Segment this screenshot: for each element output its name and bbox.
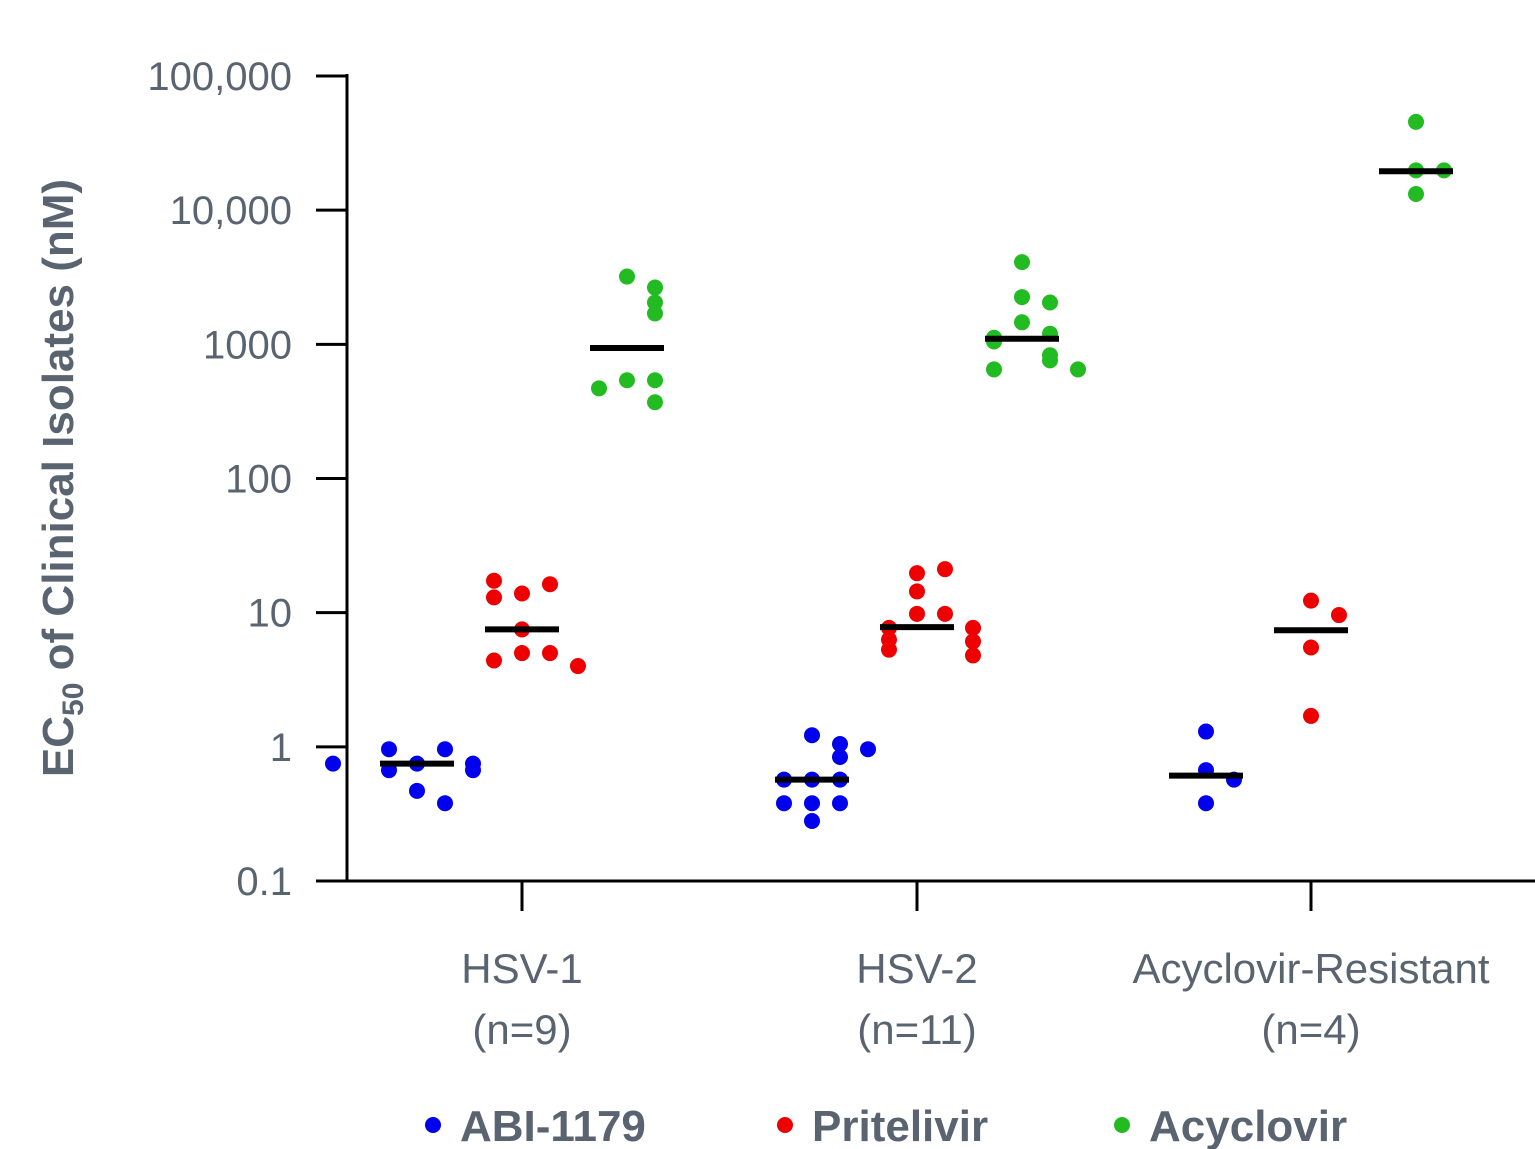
data-point <box>804 795 820 812</box>
data-point <box>1198 795 1214 812</box>
data-point <box>832 748 848 765</box>
y-tick-label: 0.1 <box>236 860 292 904</box>
data-point <box>647 305 663 322</box>
data-point <box>1303 592 1319 609</box>
data-point <box>647 372 663 389</box>
data-point <box>647 394 663 411</box>
y-ticks: 0.1 1 10 100 1000 10,000 100,000 <box>147 55 347 904</box>
data-point <box>437 795 453 812</box>
data-point <box>1014 314 1030 331</box>
data-point <box>776 795 792 812</box>
data-point <box>832 735 848 752</box>
data-point <box>486 589 502 606</box>
legend-label: Pritelivir <box>812 1102 988 1149</box>
category-label: HSV-2 <box>856 945 977 992</box>
data-point <box>465 762 481 779</box>
data-point <box>325 755 341 772</box>
data-point <box>986 361 1002 378</box>
x-ticks: HSV-1 (n=9) HSV-2 (n=11) Acyclovir-Resistant… <box>461 881 1490 1053</box>
axes <box>316 74 1535 883</box>
data-point <box>1014 254 1030 271</box>
y-tick-label: 100 <box>225 458 292 502</box>
y-tick-label: 10,000 <box>170 189 292 233</box>
data-point <box>965 647 981 664</box>
data-point <box>647 279 663 296</box>
data-point <box>1303 639 1319 656</box>
data-point <box>832 795 848 812</box>
data-point <box>937 561 953 578</box>
legend-label: ABI-1179 <box>460 1102 646 1149</box>
data-point <box>542 645 558 662</box>
y-tick-label: 1 <box>270 726 292 770</box>
data-point <box>542 576 558 593</box>
data-point <box>965 633 981 650</box>
data-point <box>514 585 530 602</box>
legend-marker <box>425 1117 441 1133</box>
legend: ABI-1179 Pritelivir Acyclovir <box>425 1102 1347 1149</box>
median-bars <box>380 168 1453 783</box>
data-point <box>909 583 925 600</box>
data-point <box>619 372 635 389</box>
y-tick-label: 10 <box>248 592 293 636</box>
data-point <box>1198 723 1214 740</box>
data-point <box>1408 185 1424 202</box>
category-label: HSV-1 <box>461 945 582 992</box>
legend-label: Acyclovir <box>1149 1102 1347 1149</box>
data-point <box>1042 352 1058 369</box>
data-point <box>965 619 981 636</box>
data-point <box>881 641 897 658</box>
data-point <box>381 741 397 758</box>
data-point <box>409 782 425 799</box>
data-point <box>909 565 925 582</box>
data-point <box>1331 607 1347 624</box>
data-point <box>437 741 453 758</box>
data-point <box>591 380 607 397</box>
y-axis-label: EC50 of Clinical Isolates (nM) <box>34 179 90 777</box>
data-point <box>486 572 502 589</box>
data-point <box>804 727 820 744</box>
data-point <box>570 658 586 675</box>
data-point <box>937 605 953 622</box>
data-point <box>860 741 876 758</box>
y-tick-label: 1000 <box>203 323 292 367</box>
data-point <box>804 813 820 830</box>
legend-marker <box>1114 1117 1130 1133</box>
legend-marker <box>777 1117 793 1133</box>
category-label: Acyclovir-Resistant <box>1132 945 1489 992</box>
plot-marks <box>325 113 1452 830</box>
data-point <box>1042 294 1058 311</box>
category-count: (n=11) <box>857 1006 976 1053</box>
data-point <box>619 268 635 285</box>
y-tick-label: 100,000 <box>147 55 292 99</box>
data-point <box>514 645 530 662</box>
category-count: (n=4) <box>1261 1006 1360 1053</box>
data-point <box>486 652 502 669</box>
data-point <box>1408 113 1424 130</box>
category-count: (n=9) <box>472 1006 571 1053</box>
data-point <box>1303 707 1319 724</box>
data-point <box>909 605 925 622</box>
data-point <box>1014 289 1030 306</box>
data-point <box>1070 361 1086 378</box>
